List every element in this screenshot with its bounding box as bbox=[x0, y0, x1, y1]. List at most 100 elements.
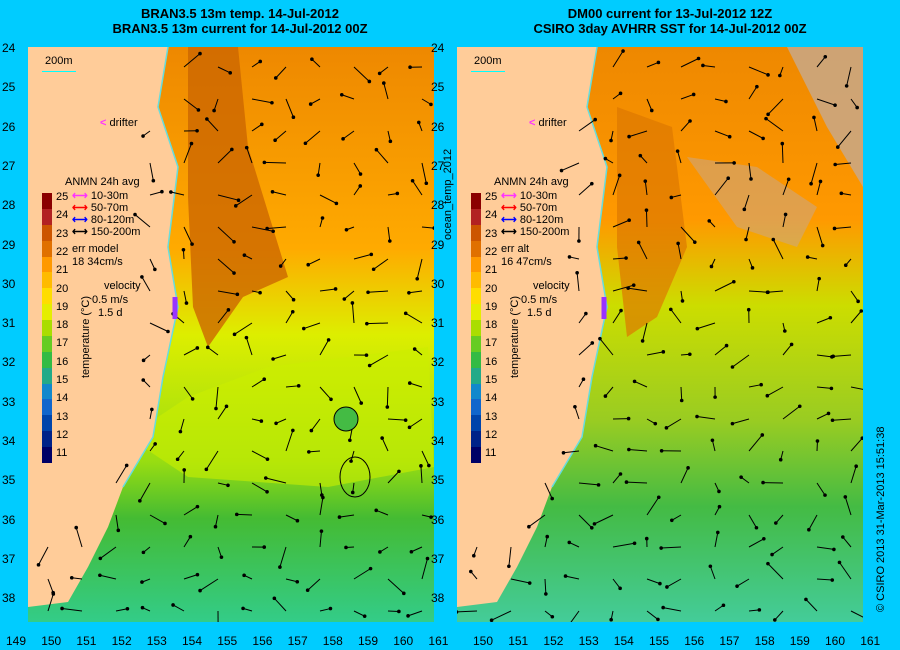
current-arrow-head bbox=[761, 480, 765, 485]
current-arrow bbox=[265, 477, 287, 484]
current-arrow-head bbox=[270, 189, 275, 194]
current-arrow-head bbox=[350, 301, 355, 305]
current-arrow bbox=[213, 98, 219, 111]
current-arrow bbox=[273, 598, 287, 612]
current-arrow bbox=[563, 450, 580, 454]
current-arrow-head bbox=[295, 518, 300, 523]
current-arrow bbox=[275, 418, 287, 424]
current-arrow bbox=[183, 98, 199, 111]
current-arrow-head bbox=[226, 483, 230, 488]
colorbar-tick-label: 19 bbox=[56, 300, 69, 313]
current-arrow-head bbox=[823, 493, 827, 497]
current-arrow bbox=[767, 98, 784, 115]
legend-item: ⟷ 150-200m bbox=[501, 225, 569, 238]
current-arrow bbox=[411, 546, 423, 553]
left-map[interactable]: 200m < drifter bbox=[28, 47, 434, 622]
current-arrow-head bbox=[692, 240, 697, 244]
current-arrow bbox=[642, 322, 648, 342]
colorbar-tick-label: 23 bbox=[485, 227, 498, 240]
current-arrow bbox=[183, 506, 198, 516]
longitude-label: 157 bbox=[287, 634, 308, 648]
current-arrow-head bbox=[141, 378, 146, 382]
current-arrow-head bbox=[828, 315, 833, 320]
current-arrow-head bbox=[337, 515, 342, 519]
current-arrow-head bbox=[69, 575, 74, 580]
current-arrow bbox=[805, 599, 818, 612]
colorbar-segment bbox=[42, 240, 52, 258]
current-arrow bbox=[341, 94, 355, 100]
current-arrow bbox=[217, 258, 235, 274]
colorbar-tick-label: 17 bbox=[485, 337, 498, 350]
longitude-label: 155 bbox=[217, 634, 238, 648]
current-arrow bbox=[319, 497, 324, 516]
current-arrow bbox=[149, 258, 156, 270]
current-arrow-head bbox=[359, 401, 364, 405]
current-arrow bbox=[267, 226, 287, 230]
current-arrow-head bbox=[636, 240, 641, 245]
current-arrow-head bbox=[643, 179, 648, 183]
current-arrow-head bbox=[640, 339, 645, 343]
current-arrow bbox=[646, 62, 659, 68]
current-arrow bbox=[319, 339, 330, 356]
colorbar-tick-label: 24 bbox=[56, 209, 69, 222]
current-arrow-head bbox=[710, 438, 715, 443]
current-arrow bbox=[420, 465, 423, 484]
longitude-label: 151 bbox=[508, 634, 529, 648]
current-arrow-head bbox=[598, 336, 602, 341]
current-arrow bbox=[183, 290, 187, 304]
current-arrow-head bbox=[198, 51, 202, 56]
current-arrow-head bbox=[469, 569, 473, 574]
current-arrow-head bbox=[301, 326, 306, 331]
latitude-label: 36 bbox=[2, 512, 16, 527]
current-arrow-head bbox=[609, 617, 613, 622]
current-arrow-head bbox=[341, 137, 345, 141]
current-arrow-head bbox=[358, 172, 363, 176]
latitude-label: 33 bbox=[431, 394, 445, 409]
current-arrow-head bbox=[291, 428, 295, 433]
current-arrow bbox=[319, 386, 332, 400]
current-arrow-head bbox=[577, 239, 581, 243]
colorbar-tick-label: 21 bbox=[56, 264, 69, 277]
colorbar-segment bbox=[471, 208, 481, 226]
current-arrow-head bbox=[859, 309, 863, 313]
current-arrow bbox=[317, 162, 321, 176]
latitude-label: 29 bbox=[431, 237, 445, 252]
current-arrow bbox=[251, 98, 273, 104]
current-arrow-head bbox=[676, 241, 680, 246]
current-arrow-head bbox=[656, 495, 661, 500]
current-arrow bbox=[141, 276, 151, 292]
current-arrow-head bbox=[358, 184, 363, 188]
current-arrow-head bbox=[262, 160, 267, 165]
current-arrow-head bbox=[760, 433, 765, 437]
current-arrow-head bbox=[98, 573, 102, 578]
colorbar-segment bbox=[471, 272, 481, 289]
current-arrow bbox=[576, 272, 580, 292]
current-arrow-head bbox=[665, 585, 669, 589]
colorbar-segment bbox=[42, 415, 52, 432]
longitude-label: 153 bbox=[146, 634, 167, 648]
current-arrow bbox=[353, 610, 365, 617]
right-map[interactable]: 200m < drifter bbox=[457, 47, 863, 622]
current-arrow bbox=[217, 309, 229, 324]
current-arrow-head bbox=[797, 404, 802, 409]
current-arrow bbox=[646, 496, 660, 516]
current-arrow-head bbox=[855, 105, 859, 110]
current-arrow-head bbox=[472, 553, 476, 558]
current-arrow bbox=[782, 214, 787, 228]
current-arrow-head bbox=[270, 100, 274, 105]
colorbar-tick-label: 22 bbox=[56, 245, 69, 258]
current-arrow bbox=[528, 514, 546, 528]
current-arrow-head bbox=[627, 218, 631, 223]
longitude-label: 158 bbox=[322, 634, 343, 648]
colorbar-segment bbox=[471, 399, 481, 416]
current-arrow-head bbox=[621, 49, 625, 53]
current-arrow-head bbox=[744, 237, 748, 242]
current-arrow-head bbox=[195, 346, 200, 350]
current-arrow bbox=[139, 482, 151, 502]
current-arrow-head bbox=[403, 311, 408, 316]
current-arrow bbox=[714, 98, 727, 102]
longitude-label: 152 bbox=[543, 634, 564, 648]
current-arrow bbox=[816, 56, 826, 68]
current-arrow-head bbox=[856, 299, 860, 304]
longitude-label: 150 bbox=[41, 634, 62, 648]
